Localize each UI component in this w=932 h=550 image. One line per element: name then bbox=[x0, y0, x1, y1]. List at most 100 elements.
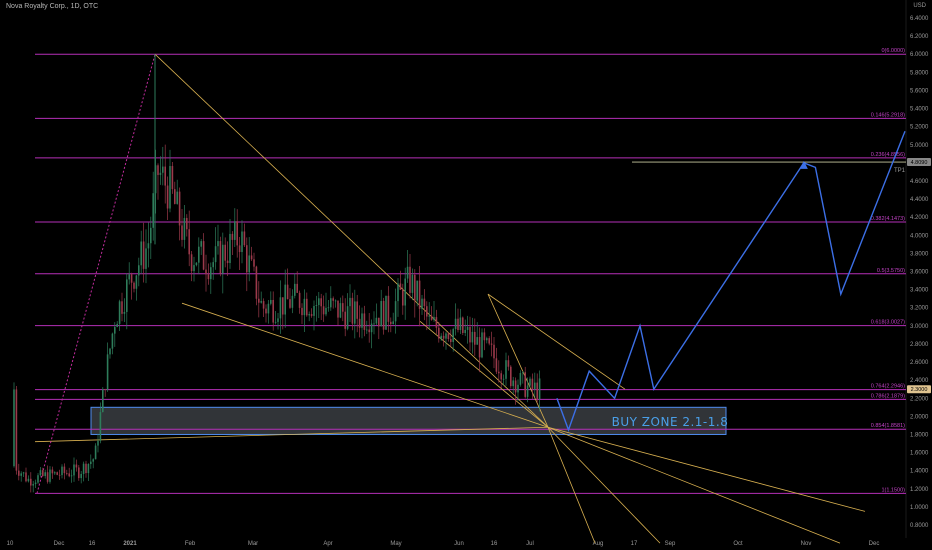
candle-body bbox=[296, 283, 298, 293]
candle-body bbox=[68, 473, 70, 477]
candle-body bbox=[169, 166, 171, 209]
candle-body bbox=[538, 378, 541, 400]
candle-body bbox=[486, 338, 488, 341]
candle-body bbox=[265, 308, 267, 314]
y-tick-label: 5.4000 bbox=[910, 107, 929, 113]
candle-body bbox=[183, 217, 186, 240]
projection-arrow-head bbox=[799, 160, 808, 169]
candle-body bbox=[102, 389, 104, 413]
candle-body bbox=[526, 385, 529, 397]
x-tick-label: 17 bbox=[631, 541, 638, 547]
candle-body bbox=[246, 245, 248, 273]
candle-body bbox=[272, 299, 274, 323]
candle-body bbox=[505, 360, 507, 379]
candle-body bbox=[411, 274, 414, 293]
candle-body bbox=[217, 241, 219, 247]
candle-body bbox=[325, 307, 327, 315]
candle-body bbox=[126, 279, 128, 312]
candle-body bbox=[361, 313, 363, 328]
y-tick-label: 4.6000 bbox=[910, 179, 929, 185]
y-tick-label: 2.8000 bbox=[910, 342, 929, 348]
candle-body bbox=[452, 328, 454, 343]
candle-body bbox=[87, 464, 90, 474]
candle-body bbox=[330, 298, 332, 308]
y-tick-label: 4.2000 bbox=[910, 215, 929, 221]
candle-body bbox=[20, 473, 22, 476]
candle-body bbox=[382, 301, 385, 330]
candle-body bbox=[46, 472, 49, 482]
candle-body bbox=[51, 469, 54, 474]
candle-body bbox=[442, 335, 445, 339]
candle-body bbox=[202, 241, 205, 270]
candle-body bbox=[277, 318, 279, 322]
candle-body bbox=[190, 254, 193, 272]
x-tick-label: 2021 bbox=[123, 541, 137, 547]
candle-body bbox=[15, 389, 18, 471]
x-tick-label: 10 bbox=[7, 541, 14, 547]
candle-body bbox=[267, 303, 270, 314]
y-tick-label: 2.0000 bbox=[910, 414, 929, 420]
candle-body bbox=[469, 327, 471, 343]
candle-body bbox=[409, 266, 411, 293]
candle-body bbox=[181, 225, 183, 240]
candle-body bbox=[236, 221, 238, 246]
candle-body bbox=[337, 300, 339, 318]
chart-title: Nova Royalty Corp., 1D, OTC bbox=[6, 3, 99, 10]
y-tick-label: 3.2000 bbox=[910, 306, 929, 312]
fib-level-label: 0.786(2.1879) bbox=[871, 393, 905, 399]
candle-body bbox=[18, 470, 20, 476]
candle-body bbox=[140, 241, 142, 266]
candle-body bbox=[80, 473, 82, 479]
trend-line bbox=[487, 293, 626, 390]
candle-body bbox=[483, 332, 486, 341]
y-tick-label: 2.2000 bbox=[910, 396, 929, 402]
candle-body bbox=[301, 307, 303, 316]
candle-body bbox=[512, 380, 514, 387]
candle-body bbox=[282, 297, 284, 315]
candle-body bbox=[308, 314, 310, 316]
candle-body bbox=[258, 298, 260, 303]
candle-body bbox=[49, 469, 51, 482]
fib-level-label: 0.618(3.0027) bbox=[871, 320, 905, 326]
candle-body bbox=[344, 311, 346, 329]
candle-body bbox=[291, 295, 294, 308]
candle-body bbox=[241, 231, 243, 253]
candle-body bbox=[212, 262, 214, 268]
candle-body bbox=[510, 366, 512, 387]
candle-body bbox=[286, 284, 289, 300]
x-tick-label: Aug bbox=[593, 541, 604, 547]
candle-body bbox=[447, 333, 450, 340]
candle-body bbox=[135, 275, 138, 289]
x-tick-label: Dec bbox=[869, 541, 880, 547]
candle-body bbox=[358, 318, 361, 328]
trend-line bbox=[487, 293, 549, 428]
y-tick-label: 6.4000 bbox=[910, 16, 929, 22]
candle-body bbox=[13, 389, 15, 467]
candle-body bbox=[128, 274, 130, 280]
candle-body bbox=[58, 474, 61, 476]
currency-label: USD bbox=[913, 3, 926, 9]
candle-body bbox=[440, 335, 442, 339]
candle-body bbox=[63, 466, 66, 474]
candle-body bbox=[250, 255, 253, 260]
candle-body bbox=[380, 301, 382, 327]
candle-body bbox=[433, 317, 435, 320]
candle-body bbox=[222, 244, 224, 274]
candle-body bbox=[176, 191, 178, 204]
candle-body bbox=[332, 298, 334, 301]
candle-body bbox=[109, 348, 111, 355]
candle-body bbox=[418, 280, 421, 309]
buy-zone-rect bbox=[90, 406, 727, 435]
candle-body bbox=[519, 373, 522, 385]
candle-body bbox=[255, 266, 258, 299]
trend-line bbox=[547, 426, 841, 544]
candle-body bbox=[426, 306, 428, 317]
candle-body bbox=[318, 298, 320, 306]
candle-body bbox=[476, 337, 478, 345]
candle-body bbox=[231, 233, 234, 240]
candle-body bbox=[534, 382, 536, 389]
candle-body bbox=[514, 380, 517, 393]
y-tick-label: 2.4000 bbox=[910, 378, 929, 384]
candle-body bbox=[342, 303, 344, 312]
fib-level-label: 0(6.0000) bbox=[881, 48, 905, 54]
